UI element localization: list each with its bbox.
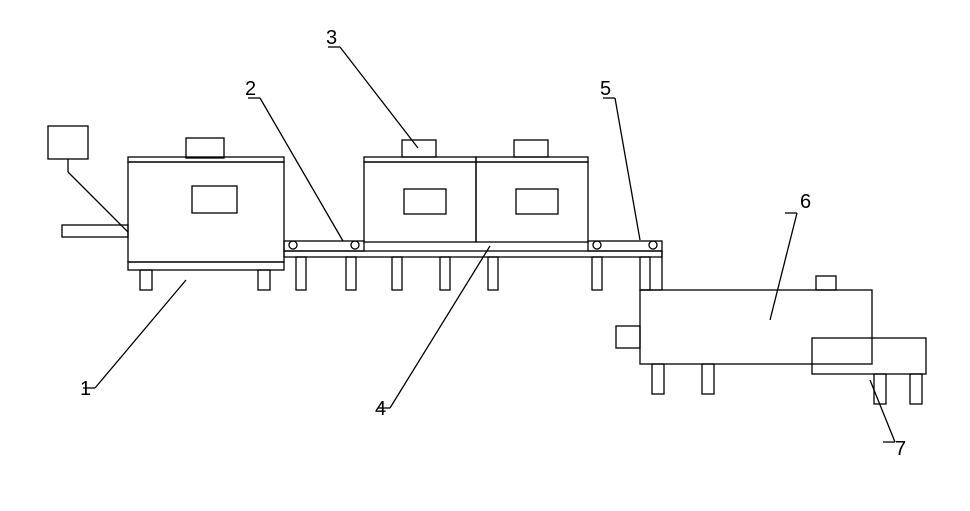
machine3-window bbox=[516, 189, 558, 214]
leader-l3 bbox=[340, 47, 418, 148]
label-l1: 1 bbox=[80, 378, 91, 400]
conveyor-leg-1 bbox=[346, 257, 356, 290]
feed-bar bbox=[62, 225, 128, 237]
leader-l1 bbox=[95, 280, 186, 388]
machine6-leg-0 bbox=[652, 364, 664, 394]
leader-l2 bbox=[260, 98, 343, 241]
label-l6: 6 bbox=[800, 191, 811, 213]
leader-l7 bbox=[870, 380, 895, 442]
outfeed7-leg-0 bbox=[874, 374, 886, 404]
machine6-body bbox=[640, 290, 872, 364]
machine6-leg-1 bbox=[702, 364, 714, 394]
conveyor-deck bbox=[284, 251, 662, 257]
outfeed7-body bbox=[812, 338, 926, 374]
machine1-cap bbox=[186, 138, 224, 158]
leader-l5 bbox=[615, 98, 640, 240]
leader-lines-layer bbox=[83, 47, 895, 442]
monitor-screen bbox=[48, 126, 88, 159]
label-l7: 7 bbox=[895, 438, 906, 460]
machine1-body bbox=[128, 162, 284, 262]
label-l5: 5 bbox=[600, 78, 611, 100]
machine6-cap bbox=[816, 276, 836, 290]
outfeed7-leg-1 bbox=[910, 374, 922, 404]
machine6-smallbox bbox=[616, 326, 640, 348]
machine2-lid bbox=[364, 157, 476, 162]
machine1-apron bbox=[128, 262, 284, 270]
conveyor-track-right bbox=[588, 241, 662, 251]
conveyor-roller-l0 bbox=[289, 241, 297, 249]
machine3-lid bbox=[476, 157, 588, 162]
leader-l6 bbox=[770, 213, 797, 320]
conveyor-roller-r1 bbox=[649, 241, 657, 249]
conveyor-leg-0 bbox=[296, 257, 306, 290]
labels-layer: 1 2 3 4 5 6 7 bbox=[80, 27, 906, 460]
machine1-window bbox=[192, 186, 237, 213]
label-l4: 4 bbox=[375, 398, 386, 420]
conveyor-roller-l1 bbox=[351, 241, 359, 249]
conveyor-leg-4 bbox=[488, 257, 498, 290]
drawing-layer bbox=[48, 126, 926, 404]
machine2-window bbox=[404, 189, 446, 214]
machine2-body bbox=[364, 162, 476, 242]
conveyor-roller-r0 bbox=[593, 241, 601, 249]
schematic-diagram: 1 2 3 4 5 6 7 bbox=[0, 0, 970, 511]
label-l2: 2 bbox=[245, 78, 256, 100]
machine3-body bbox=[476, 162, 588, 242]
monitor-stem bbox=[68, 172, 128, 232]
machine1-leg-1 bbox=[258, 270, 270, 290]
machine3-cap bbox=[514, 140, 548, 157]
label-l3: 3 bbox=[326, 27, 337, 49]
machine2-cap bbox=[402, 140, 436, 157]
conveyor-leg-2 bbox=[392, 257, 402, 290]
conveyor-leg-3 bbox=[440, 257, 450, 290]
machine1-leg-0 bbox=[140, 270, 152, 290]
conveyor-leg-5 bbox=[592, 257, 602, 290]
conveyor-leg-6 bbox=[640, 257, 650, 290]
